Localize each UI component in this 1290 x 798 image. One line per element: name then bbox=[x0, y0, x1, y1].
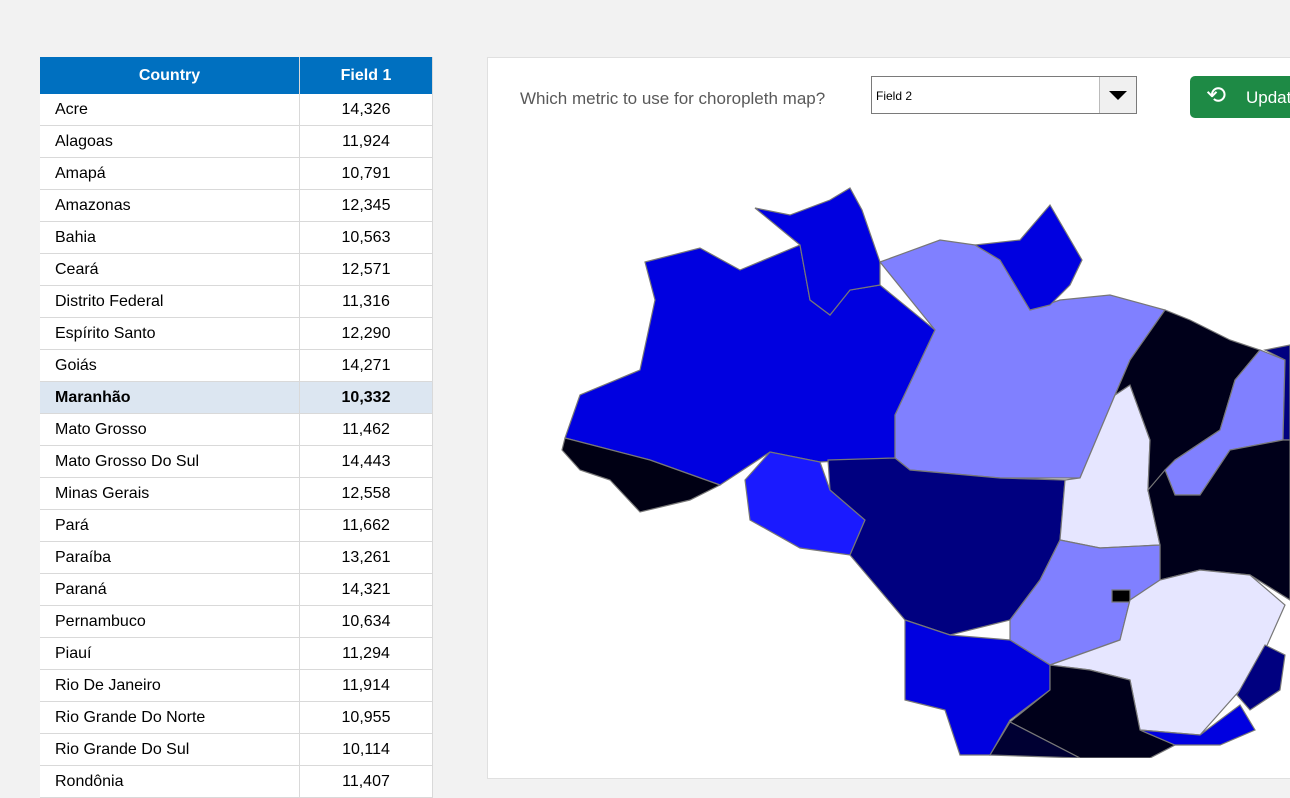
table-row[interactable]: Goiás 14,271 bbox=[40, 349, 433, 382]
value-cell: 14,271 bbox=[299, 349, 433, 382]
header-country[interactable]: Country bbox=[40, 57, 300, 94]
country-cell: Paraíba bbox=[40, 541, 300, 574]
value-cell: 10,332 bbox=[299, 381, 433, 414]
country-cell: Amapá bbox=[40, 157, 300, 190]
value-cell: 10,634 bbox=[299, 605, 433, 638]
country-cell: Rio De Janeiro bbox=[40, 669, 300, 702]
country-cell: Alagoas bbox=[40, 125, 300, 158]
table-row[interactable]: Acre 14,326 bbox=[40, 94, 433, 126]
value-cell: 11,924 bbox=[299, 125, 433, 158]
value-cell: 10,791 bbox=[299, 157, 433, 190]
country-cell: Paraná bbox=[40, 573, 300, 606]
value-cell: 11,462 bbox=[299, 413, 433, 446]
value-cell: 13,261 bbox=[299, 541, 433, 574]
value-cell: 12,290 bbox=[299, 317, 433, 350]
value-cell: 14,321 bbox=[299, 573, 433, 606]
country-cell: Mato Grosso Do Sul bbox=[40, 445, 300, 478]
value-cell: 14,443 bbox=[299, 445, 433, 478]
value-cell: 12,558 bbox=[299, 477, 433, 510]
country-cell: Piauí bbox=[40, 637, 300, 670]
table-row[interactable]: Bahia 10,563 bbox=[40, 221, 433, 254]
country-cell: Distrito Federal bbox=[40, 285, 300, 318]
choropleth-map bbox=[561, 187, 1290, 758]
country-cell: Rio Grande Do Norte bbox=[40, 701, 300, 734]
country-cell: Rondônia bbox=[40, 765, 300, 798]
country-cell: Acre bbox=[40, 94, 300, 126]
state-rio-de-janeiro[interactable] bbox=[1139, 704, 1256, 746]
update-button[interactable]: ⟲ Update bbox=[1190, 76, 1290, 118]
value-cell: 11,662 bbox=[299, 509, 433, 542]
country-cell: Mato Grosso bbox=[40, 413, 300, 446]
metric-dropdown[interactable]: Field 2 bbox=[871, 76, 1137, 114]
table-row[interactable]: Distrito Federal 11,316 bbox=[40, 285, 433, 318]
table-row[interactable]: Maranhão 10,332 bbox=[40, 381, 433, 414]
country-cell: Bahia bbox=[40, 221, 300, 254]
country-cell: Goiás bbox=[40, 349, 300, 382]
value-cell: 10,563 bbox=[299, 221, 433, 254]
chevron-down-icon[interactable] bbox=[1099, 77, 1136, 113]
metric-selected: Field 2 bbox=[876, 89, 913, 103]
table-row[interactable]: Mato Grosso Do Sul 14,443 bbox=[40, 445, 433, 478]
table-row[interactable]: Rio De Janeiro 11,914 bbox=[40, 669, 433, 702]
country-cell: Maranhão bbox=[40, 381, 300, 414]
table-row[interactable]: Pernambuco 10,634 bbox=[40, 605, 433, 638]
value-cell: 12,571 bbox=[299, 253, 433, 286]
value-cell: 11,294 bbox=[299, 637, 433, 670]
value-cell: 12,345 bbox=[299, 189, 433, 222]
value-cell: 10,955 bbox=[299, 701, 433, 734]
header-field1[interactable]: Field 1 bbox=[299, 57, 433, 94]
state-roraima[interactable] bbox=[754, 187, 881, 316]
state-distrito-federal[interactable] bbox=[1111, 589, 1131, 603]
table-row[interactable]: Piauí 11,294 bbox=[40, 637, 433, 670]
state-amapá[interactable] bbox=[973, 203, 1083, 311]
state-mato-grosso-do-sul[interactable] bbox=[904, 619, 1051, 756]
country-cell: Espírito Santo bbox=[40, 317, 300, 350]
table-row[interactable]: Ceará 12,571 bbox=[40, 253, 433, 286]
table-row[interactable]: Alagoas 11,924 bbox=[40, 125, 433, 158]
value-cell: 14,326 bbox=[299, 94, 433, 126]
state-acre[interactable] bbox=[561, 437, 722, 513]
country-cell: Pará bbox=[40, 509, 300, 542]
table-row[interactable]: Paraná 14,321 bbox=[40, 573, 433, 606]
table-row[interactable]: Amazonas 12,345 bbox=[40, 189, 433, 222]
table-row[interactable]: Amapá 10,791 bbox=[40, 157, 433, 190]
table-row[interactable]: Rio Grande Do Norte 10,955 bbox=[40, 701, 433, 734]
table-row[interactable]: Pará 11,662 bbox=[40, 509, 433, 542]
table-row[interactable]: Paraíba 13,261 bbox=[40, 541, 433, 574]
state-paraná[interactable] bbox=[988, 721, 1081, 758]
value-cell: 11,407 bbox=[299, 765, 433, 798]
update-label: Update bbox=[1246, 88, 1290, 107]
country-cell: Minas Gerais bbox=[40, 477, 300, 510]
table-row[interactable]: Mato Grosso 11,462 bbox=[40, 413, 433, 446]
country-cell: Pernambuco bbox=[40, 605, 300, 638]
table-row[interactable]: Espírito Santo 12,290 bbox=[40, 317, 433, 350]
state-espírito-santo[interactable] bbox=[1236, 644, 1286, 711]
metric-question: Which metric to use for choropleth map? bbox=[520, 89, 826, 108]
country-cell: Ceará bbox=[40, 253, 300, 286]
value-cell: 11,316 bbox=[299, 285, 433, 318]
table-row[interactable]: Rondônia 11,407 bbox=[40, 765, 433, 798]
value-cell: 11,914 bbox=[299, 669, 433, 702]
table-row[interactable]: Minas Gerais 12,558 bbox=[40, 477, 433, 510]
refresh-icon: ⟲ bbox=[1206, 82, 1227, 109]
country-cell: Amazonas bbox=[40, 189, 300, 222]
